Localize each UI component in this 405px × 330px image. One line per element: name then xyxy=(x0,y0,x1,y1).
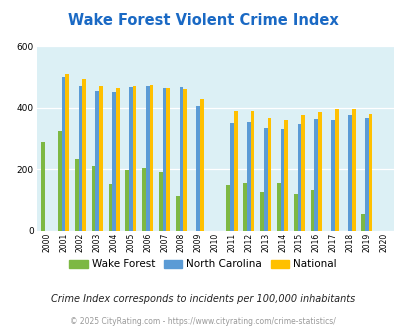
Bar xyxy=(65,74,69,231)
Bar xyxy=(58,131,62,231)
Text: Crime Index corresponds to incidents per 100,000 inhabitants: Crime Index corresponds to incidents per… xyxy=(51,294,354,304)
Bar xyxy=(149,85,153,231)
Bar xyxy=(125,170,129,231)
Bar xyxy=(243,183,246,231)
Bar xyxy=(108,184,112,231)
Bar xyxy=(368,114,371,231)
Bar xyxy=(334,109,338,231)
Bar xyxy=(360,214,364,231)
Bar xyxy=(351,109,355,231)
Bar xyxy=(99,85,102,231)
Bar xyxy=(347,115,351,231)
Bar xyxy=(41,142,45,231)
Bar xyxy=(116,88,119,231)
Bar xyxy=(145,85,149,231)
Bar xyxy=(318,112,321,231)
Bar xyxy=(276,183,280,231)
Bar xyxy=(301,115,304,231)
Bar xyxy=(267,118,271,231)
Bar xyxy=(310,190,313,231)
Bar xyxy=(166,88,170,231)
Bar xyxy=(95,91,99,231)
Text: © 2025 CityRating.com - https://www.cityrating.com/crime-statistics/: © 2025 CityRating.com - https://www.city… xyxy=(70,317,335,326)
Bar xyxy=(78,86,82,231)
Bar xyxy=(92,166,95,231)
Bar xyxy=(280,129,284,231)
Bar xyxy=(233,111,237,231)
Bar xyxy=(260,192,263,231)
Bar xyxy=(142,169,145,231)
Bar xyxy=(200,99,203,231)
Bar xyxy=(250,111,254,231)
Bar xyxy=(313,118,318,231)
Bar xyxy=(179,87,183,231)
Legend: Wake Forest, North Carolina, National: Wake Forest, North Carolina, National xyxy=(64,255,341,274)
Bar xyxy=(226,185,230,231)
Bar xyxy=(284,119,288,231)
Bar xyxy=(82,79,86,231)
Bar xyxy=(75,159,78,231)
Bar xyxy=(62,77,65,231)
Bar xyxy=(297,124,301,231)
Bar xyxy=(263,128,267,231)
Bar xyxy=(159,172,162,231)
Bar xyxy=(132,85,136,231)
Bar xyxy=(246,122,250,231)
Bar xyxy=(112,92,116,231)
Bar xyxy=(364,118,368,231)
Bar xyxy=(175,196,179,231)
Bar xyxy=(162,88,166,231)
Bar xyxy=(330,120,334,231)
Bar xyxy=(196,106,200,231)
Bar xyxy=(230,123,233,231)
Bar xyxy=(293,194,297,231)
Bar xyxy=(129,87,132,231)
Bar xyxy=(183,89,187,231)
Text: Wake Forest Violent Crime Index: Wake Forest Violent Crime Index xyxy=(68,13,337,28)
